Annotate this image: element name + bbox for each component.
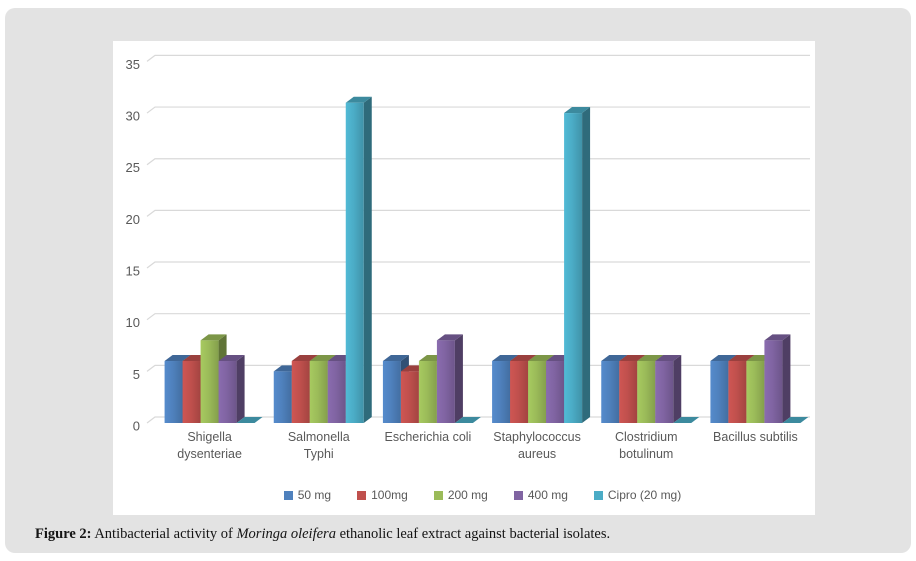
legend-item: Cipro (20 mg) [593,488,682,502]
chart-legend: 50 mg 100mg 200 mg 400 mg Cipro (20 mg) [155,488,810,502]
figure-caption: Figure 2: Antibacterial activity of Mori… [35,526,895,543]
legend-item: 400 mg [513,488,568,502]
y-tick-label: 35 [126,57,140,72]
y-axis-labels: 0 5 10 15 20 25 30 35 [126,57,140,434]
bar [236,417,263,423]
legend-label: 100mg [371,488,408,502]
legend-item: 200 mg [433,488,488,502]
bar [782,417,809,423]
legend-item: 50 mg [283,488,332,502]
y-tick-label: 0 [133,418,140,433]
legend-swatch-icon [513,490,523,500]
y-tick-label: 20 [126,212,140,227]
y-tick-label: 5 [133,367,140,382]
figure-panel: 0 5 10 15 20 25 30 35 Shigella dysenteriae Salmone… [5,8,911,553]
category-label: Staphylococcus aureus [493,430,581,461]
bar [673,417,700,423]
bars [164,96,809,424]
legend-label: 400 mg [527,488,568,502]
bar [436,334,463,423]
bar [764,334,791,423]
category-label: Shigella dysenteriae [177,430,242,461]
figure-caption-label: Figure 2: [35,526,92,542]
legend-swatch-icon [283,490,293,500]
legend-label: Cipro (20 mg) [607,488,682,502]
figure-caption-text-end: ethanolic leaf extract against bacterial… [335,526,611,542]
legend-label: 200 mg [447,488,488,502]
bar [655,355,682,423]
figure-caption-text: Antibacterial activity of [91,526,237,542]
gridlines [146,54,810,424]
legend-swatch-icon [433,490,443,500]
legend-label: 50 mg [297,488,332,502]
bar [345,96,372,424]
category-label: Salmonella Typhi [288,430,350,461]
category-labels: Shigella dysenteriae Salmonella Typhi Escher… [177,430,798,461]
y-tick-label: 15 [126,263,140,278]
category-label: Bacillus subtilis [713,430,798,444]
bar [564,107,591,424]
y-tick-label: 25 [126,160,140,175]
category-label: Escherichia coli [384,430,471,444]
y-tick-label: 10 [126,315,140,330]
bar [218,355,245,423]
chart-card: 0 5 10 15 20 25 30 35 Shigella dysenteriae Salmone… [113,41,815,515]
legend-swatch-icon [593,490,603,500]
bar [454,417,481,423]
legend-item: 100mg [357,488,408,502]
category-label: Clostridium botulinum [615,430,678,461]
bar-chart-svg: 0 5 10 15 20 25 30 35 Shigella dysenteriae Salmone… [126,54,810,461]
figure-caption-species: Moringa oleifera [236,526,336,542]
y-tick-label: 30 [126,108,140,123]
legend-swatch-icon [357,490,367,500]
